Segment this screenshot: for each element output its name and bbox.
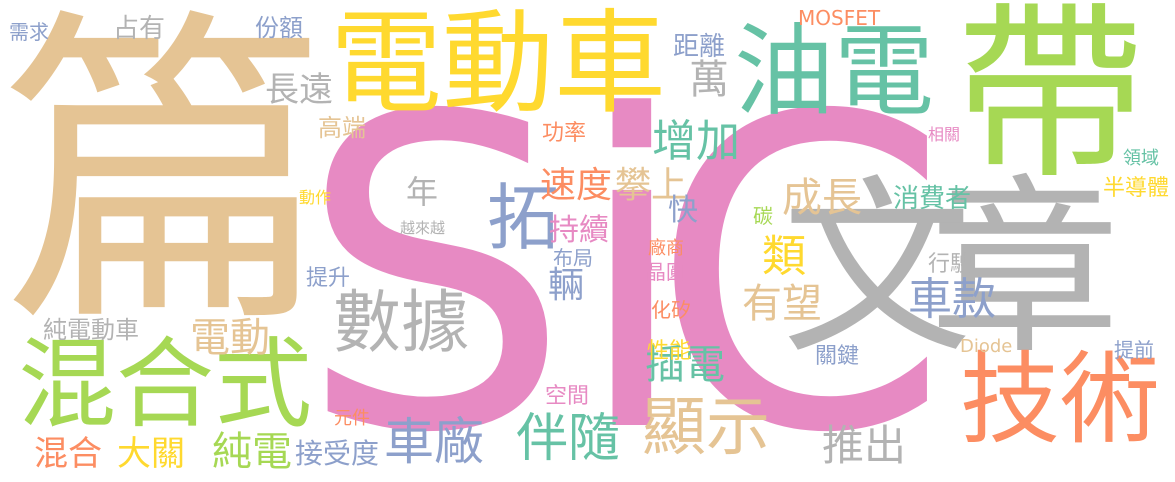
word-dai: 帶: [955, 0, 1146, 205]
word-kongjian: 空間: [545, 384, 590, 409]
word-chundian: 純電: [212, 429, 292, 475]
word-daguan: 大關: [117, 434, 185, 474]
word-xiaofeizhe: 消費者: [893, 184, 972, 214]
word-sic-s: S: [298, 27, 571, 482]
word-tan: 碳: [753, 204, 773, 228]
word-shuju: 數據: [333, 284, 470, 363]
word-xuqiu: 需求: [9, 20, 49, 44]
word-buju: 布局: [553, 246, 593, 270]
word-huagui: 化矽: [651, 298, 691, 322]
word-diandongche: 電動車: [330, 0, 666, 129]
word-chengzhang: 成長: [782, 175, 862, 221]
word-diode: Diode: [960, 336, 1013, 357]
word-changshang: 廠商: [648, 238, 684, 259]
word-guanjian: 關鍵: [815, 344, 860, 369]
word-xingneng: 性能: [647, 339, 692, 364]
word-sic-i: i: [572, 27, 692, 482]
word-kuai: 快: [668, 193, 698, 228]
word-jieshoudu: 接受度: [295, 437, 380, 470]
word-jingyuan: 晶圓: [646, 260, 686, 284]
word-wen: 文: [782, 159, 973, 380]
word-diandong: 電動: [190, 315, 270, 361]
word-tisheng: 提升: [306, 266, 351, 291]
word-hunhe: 混合: [34, 434, 102, 474]
word-xiangguan: 相關: [928, 125, 961, 144]
word-xianshi: 顯示: [642, 391, 770, 465]
word-panshang: 攀上: [615, 165, 688, 206]
word-sic-c: C: [650, 27, 951, 482]
word-nian: 年: [406, 173, 439, 211]
word-lei: 類: [762, 231, 806, 282]
word-pian: 篇: [0, 0, 330, 367]
word-youdian: 油電: [734, 13, 934, 130]
word-juli: 距離: [673, 32, 726, 62]
word-zengjia: 增加: [652, 116, 740, 167]
word-mosfet: MOSFET: [798, 6, 881, 30]
word-tiqian: 提前: [1114, 338, 1154, 362]
word-gonglv: 功率: [542, 121, 587, 146]
word-chixu: 持續: [549, 213, 609, 248]
word-sudu: 速度: [540, 165, 613, 206]
word-tuo: 拓: [487, 176, 560, 260]
word-chundiandongche: 純電動車: [43, 316, 139, 344]
word-youwang: 有望: [742, 281, 822, 327]
word-hunheshi: 混合式: [18, 328, 313, 442]
word-bandaoti: 半導體: [1103, 176, 1170, 201]
word-dongzuo: 動作: [299, 188, 332, 207]
word-banshui: 伴隨: [516, 409, 621, 469]
word-zhanyou: 占有: [113, 14, 166, 44]
word-lingyu: 領域: [1123, 148, 1159, 169]
word-wan: 萬: [689, 57, 729, 103]
word-chekuan: 車款: [908, 274, 996, 325]
word-jishu: 技術: [960, 341, 1160, 458]
word-chechang: 車廠: [384, 413, 484, 471]
word-liang: 輛: [548, 265, 585, 306]
word-hangshi: 行駛: [928, 252, 973, 277]
word-yuelaiyue: 越來越: [400, 219, 446, 237]
word-zhang: 章: [930, 159, 1121, 380]
word-fene: 份額: [255, 14, 303, 42]
word-tuichu: 推出: [822, 421, 907, 470]
word-yuanjian: 元件: [334, 408, 370, 429]
word-gaoduan: 高端: [318, 114, 366, 142]
word-chadian: 插電: [645, 342, 725, 388]
word-changyuan: 長遠: [265, 70, 333, 110]
